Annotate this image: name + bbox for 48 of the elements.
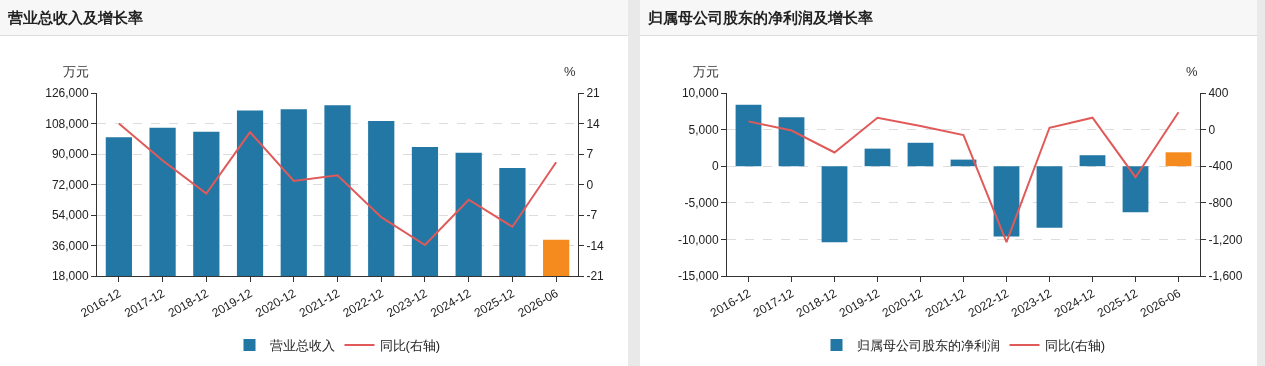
y-axis-title: 万元 [63, 64, 89, 79]
y2-tick-label: 0 [586, 177, 594, 192]
bar [821, 166, 848, 243]
bar [1165, 152, 1192, 167]
y-tick-label: 10,000 [681, 86, 719, 101]
y-tick-label: 36,000 [51, 238, 89, 253]
y-axis-title: 万元 [693, 64, 719, 79]
y-tick-label: -5,000 [684, 196, 719, 210]
y2-tick-label: -14 [586, 238, 605, 253]
y2-tick-label: -7 [586, 208, 598, 223]
bar [1079, 155, 1106, 167]
y-tick-label: 90,000 [51, 147, 89, 162]
bar [1122, 166, 1149, 213]
y-tick-label: 126,000 [45, 86, 89, 101]
chart-title: 营业总收入及增长率 [8, 9, 143, 28]
bar [907, 142, 934, 167]
bar [735, 104, 762, 167]
legend-label: 归属母公司股东的净利润 [856, 338, 1000, 354]
y2-tick-label: 14 [586, 116, 601, 131]
y-tick-label: 54,000 [51, 208, 89, 223]
y2-tick-label: 0 [1208, 122, 1216, 137]
y2-tick-label: 400 [1208, 86, 1229, 101]
y-tick-label: -15,000 [677, 269, 719, 284]
y2-tick-label: -1,600 [1208, 269, 1243, 284]
y-tick-label: -10,000 [677, 232, 719, 247]
y2-tick-label: -400 [1208, 159, 1233, 174]
y-tick-label: 18,000 [51, 269, 89, 284]
legend-label: 营业总收入 [269, 338, 335, 354]
y2-tick-label: -1,200 [1208, 232, 1243, 247]
y2-axis-title: % [1186, 64, 1198, 79]
y-tick-label: 72,000 [51, 177, 89, 192]
y2-axis-title: % [564, 64, 576, 79]
y2-tick-label: -21 [586, 269, 605, 284]
y-tick-label: 0 [711, 159, 719, 174]
chart-title: 归属母公司股东的净利润及增长率 [648, 9, 873, 28]
y-tick-label: 5,000 [688, 122, 719, 137]
bar [993, 166, 1020, 237]
y2-tick-label: -800 [1208, 196, 1233, 210]
y2-tick-label: 7 [586, 147, 594, 162]
y2-tick-label: 21 [586, 86, 601, 101]
y-tick-label: 108,000 [45, 116, 89, 131]
bar [778, 117, 805, 167]
legend-label: 同比(右轴) [379, 338, 441, 354]
line-series [747, 111, 1180, 244]
bar [864, 148, 891, 167]
legend-label: 同比(右轴) [1044, 338, 1106, 354]
bar [1036, 166, 1063, 228]
line-series [117, 122, 558, 247]
